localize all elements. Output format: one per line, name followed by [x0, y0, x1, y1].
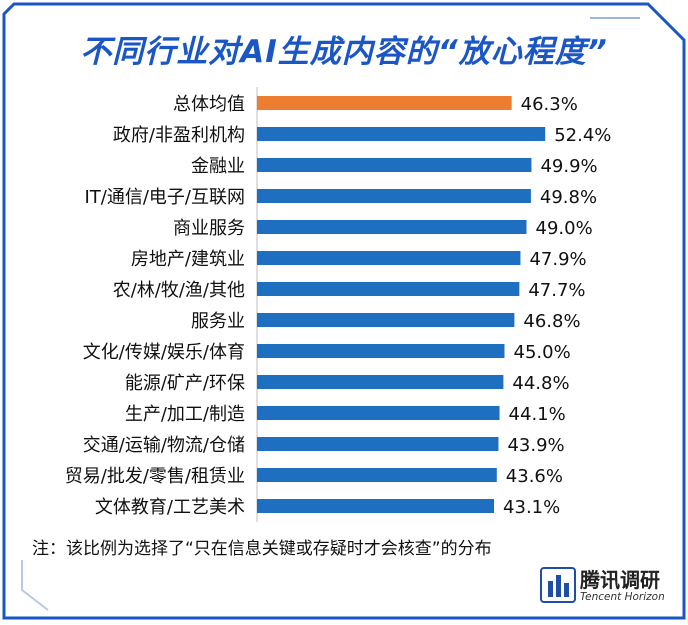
tencent-horizon-logo: 腾讯调研 Tencent Horizon [540, 563, 680, 613]
data-label: 44.8% [512, 373, 569, 394]
category-label: 能源/矿产/环保 [125, 373, 245, 394]
category-label: 文化/传媒/娱乐/体育 [83, 342, 245, 363]
bar [257, 344, 505, 358]
category-label: 贸易/批发/零售/租赁业 [65, 466, 245, 487]
bar [257, 406, 500, 420]
data-label: 44.1% [509, 404, 566, 425]
footnote: 注：该比例为选择了“只在信息关键或存疑时才会核查”的分布 [32, 539, 492, 559]
chart-title: 不同行业对AI生成内容的“放心程度” [80, 34, 608, 70]
data-label: 46.3% [521, 94, 578, 115]
data-label: 47.7% [528, 280, 585, 301]
bar [257, 468, 497, 482]
bar [257, 220, 527, 234]
data-label: 49.9% [540, 156, 597, 177]
bar [257, 437, 499, 451]
category-label: 商业服务 [173, 218, 245, 239]
logo-icon [540, 567, 576, 603]
bar [257, 282, 520, 296]
category-label: 交通/运输/物流/仓储 [83, 435, 245, 456]
category-label: IT/通信/电子/互联网 [85, 187, 246, 208]
data-label: 43.6% [506, 466, 563, 487]
category-label: 房地产/建筑业 [131, 249, 245, 270]
bar [257, 158, 532, 172]
category-label: 生产/加工/制造 [125, 404, 245, 425]
data-label: 43.1% [503, 497, 560, 518]
category-label: 总体均值 [173, 94, 245, 115]
category-label: 政府/非盈利机构 [113, 125, 245, 146]
data-label: 47.9% [529, 249, 586, 270]
data-label: 49.8% [540, 187, 597, 208]
category-label: 金融业 [191, 156, 245, 177]
category-label: 服务业 [191, 311, 245, 332]
data-label: 52.4% [554, 125, 611, 146]
bar [257, 375, 504, 389]
category-label: 农/林/牧/渔/其他 [113, 280, 245, 301]
logo-name: 腾讯调研 [580, 568, 660, 592]
data-label: 45.0% [514, 342, 571, 363]
bar [257, 189, 531, 203]
bar [257, 96, 512, 110]
logo-subtitle: Tencent Horizon [580, 591, 665, 603]
data-label: 46.8% [523, 311, 580, 332]
data-label: 43.9% [507, 435, 564, 456]
category-label: 文体教育/工艺美术 [95, 497, 245, 518]
bar [257, 251, 521, 265]
data-label: 49.0% [536, 218, 593, 239]
bar [257, 127, 546, 141]
bar [257, 313, 515, 327]
bar [257, 499, 495, 513]
